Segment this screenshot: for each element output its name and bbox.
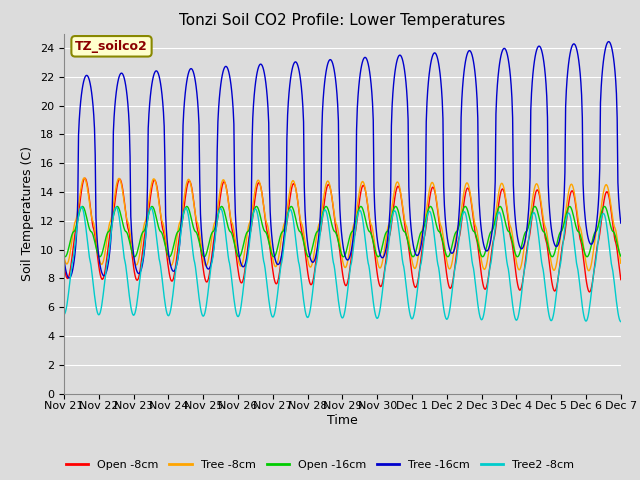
X-axis label: Time: Time xyxy=(327,414,358,427)
Title: Tonzi Soil CO2 Profile: Lower Temperatures: Tonzi Soil CO2 Profile: Lower Temperatur… xyxy=(179,13,506,28)
Y-axis label: Soil Temperatures (C): Soil Temperatures (C) xyxy=(22,146,35,281)
Legend: Open -8cm, Tree -8cm, Open -16cm, Tree -16cm, Tree2 -8cm: Open -8cm, Tree -8cm, Open -16cm, Tree -… xyxy=(61,456,579,474)
Text: TZ_soilco2: TZ_soilco2 xyxy=(75,40,148,53)
